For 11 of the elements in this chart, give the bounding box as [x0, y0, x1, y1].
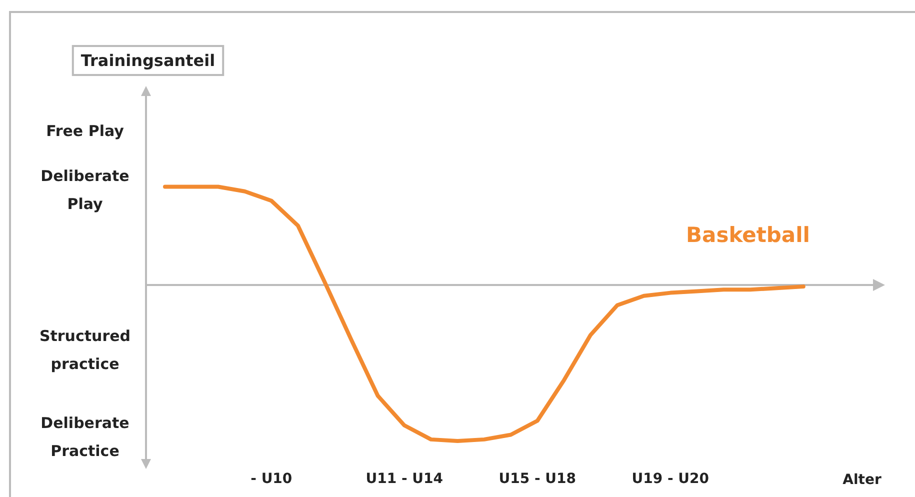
text: Free Play [46, 122, 124, 140]
text: Structured practice [39, 327, 131, 373]
x-tick-label: - U10 [250, 470, 292, 487]
chart-title: Trainingsanteil [80, 51, 216, 70]
x-axis-title: Alter [842, 472, 882, 488]
text: Deliberate Play [40, 167, 130, 213]
x-tick-label: U15 - U18 [498, 470, 576, 487]
series-label: Basketball [686, 223, 810, 247]
x-tick-label: U11 - U14 [366, 470, 444, 487]
text: Deliberate Practice [40, 414, 130, 460]
x-tick-label: U19 - U20 [632, 470, 710, 487]
